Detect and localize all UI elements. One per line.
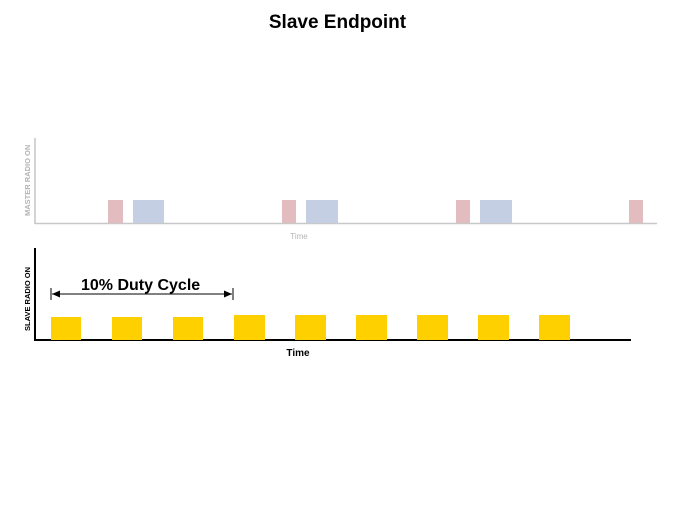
master-pulse-blue <box>133 200 164 223</box>
slave-pulse <box>417 315 448 340</box>
master-pulse-blue <box>306 200 338 223</box>
slave-y-label: SLAVE RADIO ON <box>23 267 32 331</box>
slave-x-label: Time <box>286 348 310 359</box>
slave-pulse <box>295 315 326 340</box>
master-pulse-pink <box>629 200 643 223</box>
slave-pulse <box>51 317 81 340</box>
master-pulse-blue <box>480 200 512 223</box>
master-timeline: MASTER RADIO ON Time <box>23 138 657 241</box>
duty-cycle-label: 10% Duty Cycle <box>81 277 200 294</box>
duty-cycle-arrowhead-left <box>52 290 60 298</box>
slave-pulse <box>478 315 509 340</box>
master-x-label: Time <box>290 232 308 241</box>
master-y-label: MASTER RADIO ON <box>23 145 32 216</box>
slide-title: Slave Endpoint <box>268 12 407 33</box>
duty-cycle-arrowhead-right <box>224 290 232 298</box>
master-pulse-pink <box>456 200 470 223</box>
slave-pulse <box>539 315 570 340</box>
slave-pulse <box>112 317 142 340</box>
duty-cycle-annotation: 10% Duty Cycle <box>50 277 234 300</box>
slave-pulse <box>173 317 203 340</box>
master-pulse-pink <box>282 200 296 223</box>
master-pulse-pink <box>108 200 123 223</box>
slave-pulse <box>234 315 265 340</box>
slave-pulse <box>356 315 387 340</box>
slave-timeline: SLAVE RADIO ON Time 10% Duty Cycle <box>23 248 631 359</box>
